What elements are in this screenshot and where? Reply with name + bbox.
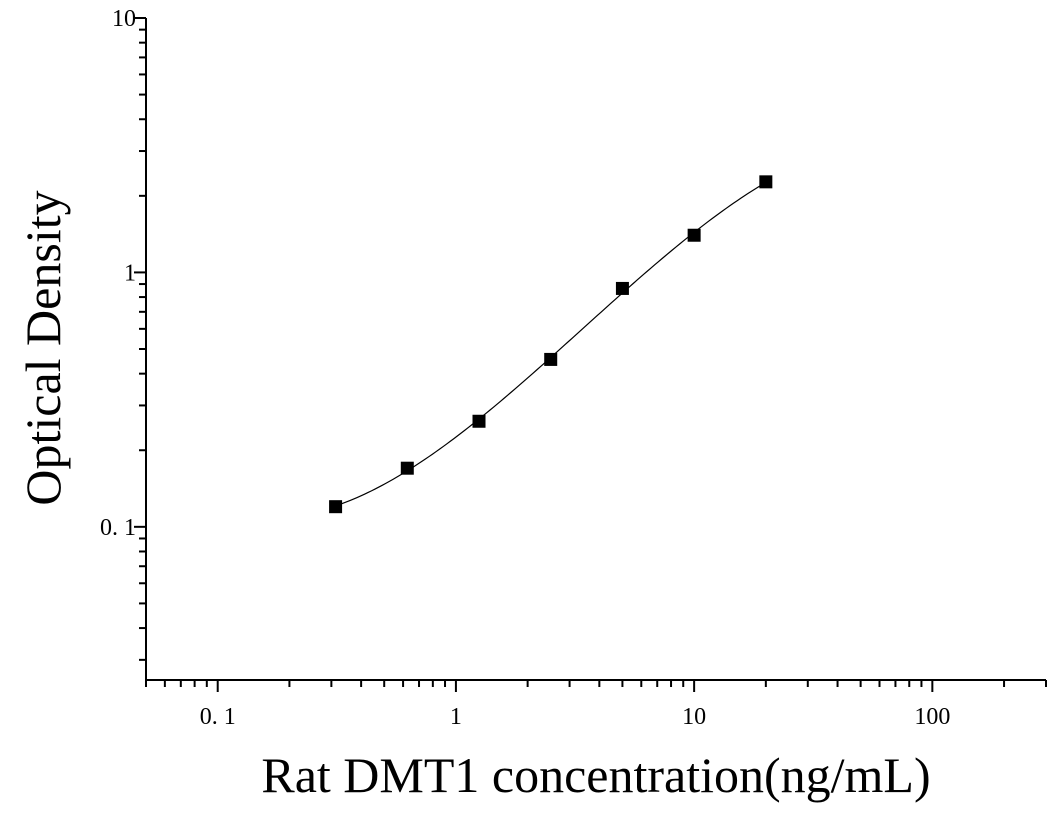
data-point xyxy=(687,228,701,242)
data-points xyxy=(329,175,773,514)
data-point xyxy=(544,352,558,366)
x-tick-label: 100 xyxy=(914,704,950,730)
data-point xyxy=(472,414,486,428)
y-tick-label: 1 xyxy=(124,260,136,286)
data-point xyxy=(615,281,629,295)
fit-curve-group xyxy=(335,181,767,507)
ticks: 0. 1 1 10 100 0. 1 1 10 xyxy=(100,6,1047,730)
data-point xyxy=(400,461,414,475)
y-tick-label: 0. 1 xyxy=(100,515,136,541)
x-tick-label: 0. 1 xyxy=(200,704,236,730)
x-axis-title: Rat DMT1 concentration(ng/mL) xyxy=(261,747,930,803)
y-tick-label: 10 xyxy=(112,6,136,32)
x-tick-label: 10 xyxy=(682,704,706,730)
data-point xyxy=(759,175,773,189)
y-axis-title: Optical Density xyxy=(15,190,71,505)
data-point xyxy=(329,500,343,514)
axes xyxy=(145,18,1046,681)
x-tick-label: 1 xyxy=(450,704,462,730)
fit-curve xyxy=(335,181,767,507)
